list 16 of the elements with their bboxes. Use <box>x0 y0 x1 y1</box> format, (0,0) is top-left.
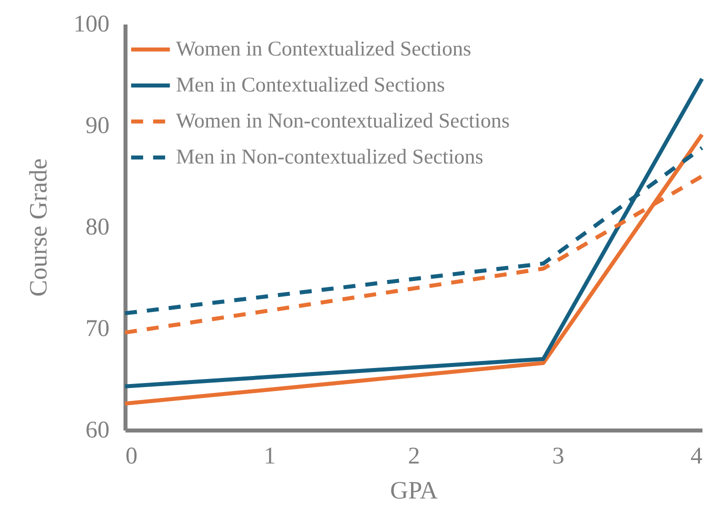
y-tick-label: 90 <box>86 113 110 139</box>
y-tick-label: 70 <box>86 316 110 342</box>
legend-label: Men in Non-contextualized Sections <box>176 144 484 168</box>
x-tick-label: 3 <box>552 444 564 470</box>
x-tick-label: 0 <box>126 444 138 470</box>
x-tick-label: 2 <box>408 444 420 470</box>
y-tick-label: 80 <box>86 214 110 240</box>
legend-label: Women in Contextualized Sections <box>176 36 472 60</box>
x-tick-label: 4 <box>690 444 702 470</box>
x-axis-title: GPA <box>390 478 438 504</box>
y-tick-label: 100 <box>74 12 110 38</box>
x-tick-label: 1 <box>264 444 276 470</box>
legend-label: Men in Contextualized Sections <box>176 72 445 96</box>
y-axis-title: Course Grade <box>26 158 52 297</box>
legend-label: Women in Non-contextualized Sections <box>176 108 510 132</box>
y-tick-label: 60 <box>86 418 110 444</box>
